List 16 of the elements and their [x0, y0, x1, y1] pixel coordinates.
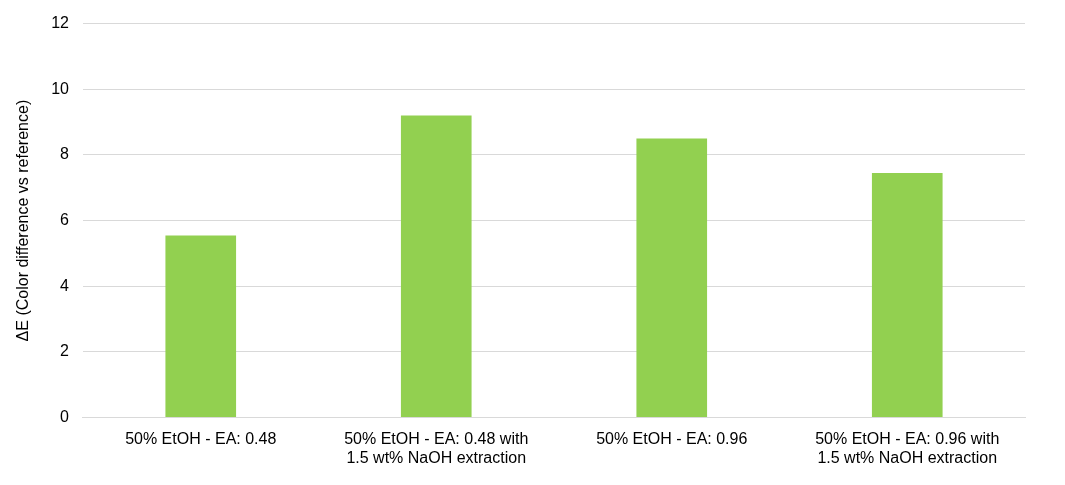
bar	[165, 235, 237, 418]
bar	[400, 115, 472, 418]
bar	[636, 138, 708, 418]
y-tick-label: 8	[60, 145, 70, 163]
bar	[871, 172, 943, 418]
x-tick-label: 50% EtOH - EA: 0.96 with 1.5 wt% NaOH extraction	[815, 429, 1000, 466]
y-tick-label: 10	[51, 79, 70, 97]
x-tick-label: 50% EtOH - EA: 0.48 with 1.5 wt% NaOH extraction	[344, 429, 529, 466]
x-tick-label: 50% EtOH - EA: 0.96	[596, 429, 748, 447]
y-tick-label: 2	[60, 342, 70, 360]
x-tick-label: 50% EtOH - EA: 0.48	[125, 429, 277, 447]
y-tick-label: 6	[60, 211, 70, 229]
y-tick-label: 0	[60, 408, 70, 426]
y-tick-label: 12	[51, 14, 70, 32]
y-axis-title: ΔE (Color difference vs reference)	[14, 99, 32, 342]
y-tick-label: 4	[60, 276, 70, 294]
